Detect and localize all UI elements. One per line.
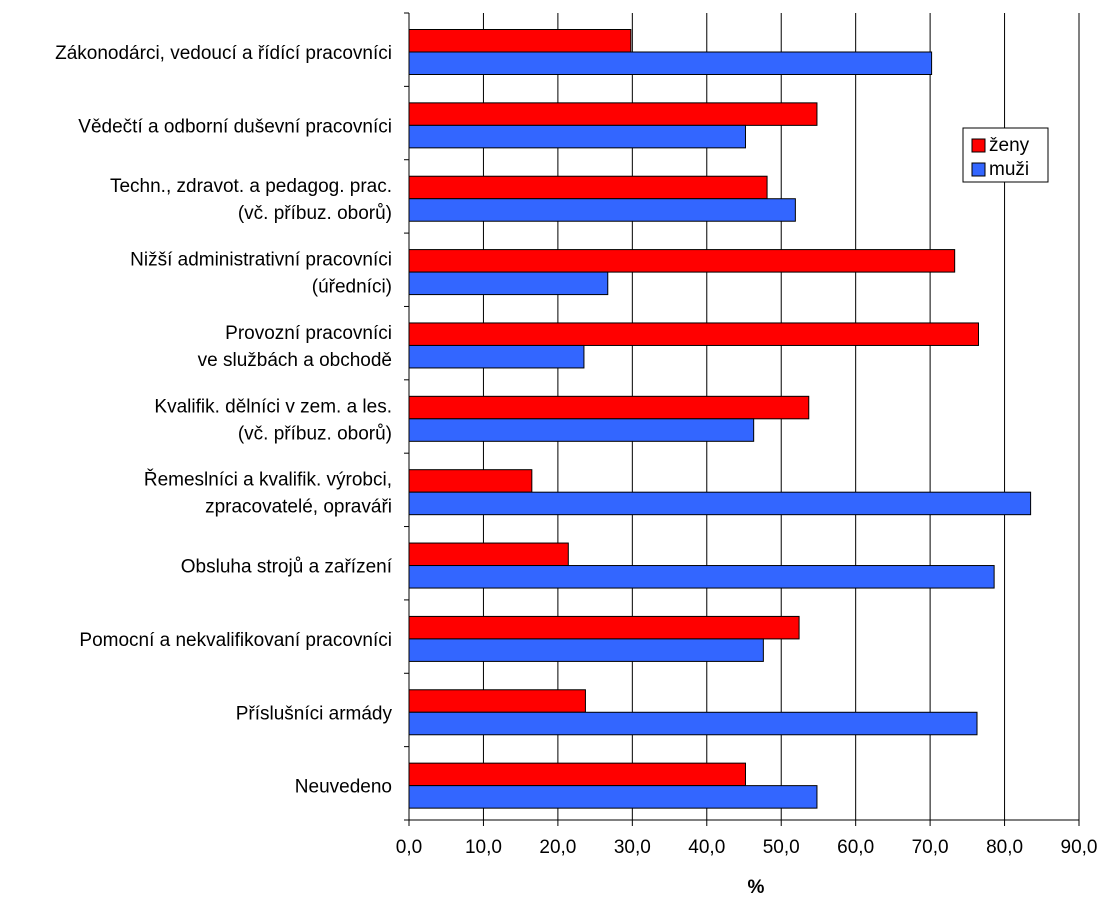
x-tick-labels: 0,0 10,0 20,0 30,0 40,0 50,0 60,0 70,0 80,0 90,0 xyxy=(396,837,1098,858)
legend-swatch xyxy=(971,138,986,153)
category-label: Provozní pracovníci ve službách a obchodě xyxy=(198,323,392,371)
x-tick-label: 10,0 xyxy=(465,837,502,858)
x-axis-title: % xyxy=(748,877,765,898)
bars xyxy=(408,29,1032,809)
bar-muzi xyxy=(408,344,585,369)
bar-zeny xyxy=(408,29,632,53)
x-tick-label: 40,0 xyxy=(688,837,725,858)
bar-zeny xyxy=(408,175,768,200)
x-tick-label: 30,0 xyxy=(614,837,651,858)
category-label: Vědečtí a odborní duševní pracovníci xyxy=(78,116,392,137)
x-tick-label: 0,0 xyxy=(396,837,422,858)
bar-zeny xyxy=(408,102,818,126)
bar-zeny xyxy=(408,395,810,420)
bar-zeny xyxy=(408,762,746,787)
legend-label: ženy xyxy=(989,135,1030,156)
category-label: Obsluha strojů a zařízení xyxy=(181,557,393,578)
bar-zeny xyxy=(408,469,533,493)
category-label: Kvalifik. dělníci v zem. a les. (vč. příb… xyxy=(154,396,392,444)
category-label: Nižší administrativní pracovníci (úředníc… xyxy=(130,250,392,298)
bar-zeny xyxy=(408,322,979,346)
legend-swatch xyxy=(971,162,986,177)
bar-zeny xyxy=(408,249,956,273)
category-label: Neuvedeno xyxy=(295,777,392,798)
bar-muzi xyxy=(408,51,933,75)
category-label: Pomocní a nekvalifikovaní pracovníci xyxy=(79,630,392,651)
x-tick-label: 50,0 xyxy=(763,837,800,858)
category-label: Techn., zdravot. a pedagog. prac. (vč. př… xyxy=(110,176,392,224)
category-label: Příslušníci armády xyxy=(236,703,393,724)
bar-muzi xyxy=(408,565,995,589)
x-tick-label: 90,0 xyxy=(1061,837,1098,858)
category-labels: Zákonodárci, vedoucí a řídící pracovníci… xyxy=(55,43,393,798)
legend-label: muži xyxy=(989,159,1029,180)
bar-muzi xyxy=(408,418,755,442)
bar-muzi xyxy=(408,491,1032,516)
bar-zeny xyxy=(408,542,569,567)
category-label: Zákonodárci, vedoucí a řídící pracovníci xyxy=(55,43,392,64)
x-tick-label: 80,0 xyxy=(986,837,1023,858)
category-label: Řemeslníci a kvalifik. výrobci, zpracovat… xyxy=(144,469,392,518)
bar-muzi xyxy=(408,271,609,296)
legend: ženy muži xyxy=(962,127,1049,183)
bar-muzi xyxy=(408,785,818,809)
bar-zeny xyxy=(408,615,800,640)
bar-muzi xyxy=(408,638,764,662)
x-tick-label: 20,0 xyxy=(539,837,576,858)
x-tick-label: 70,0 xyxy=(912,837,949,858)
bar-zeny xyxy=(408,689,586,713)
x-tick-label: 60,0 xyxy=(837,837,874,858)
bar-muzi xyxy=(408,711,978,736)
bar-muzi xyxy=(408,124,746,149)
bar-muzi xyxy=(408,198,796,222)
axes xyxy=(404,12,1080,826)
